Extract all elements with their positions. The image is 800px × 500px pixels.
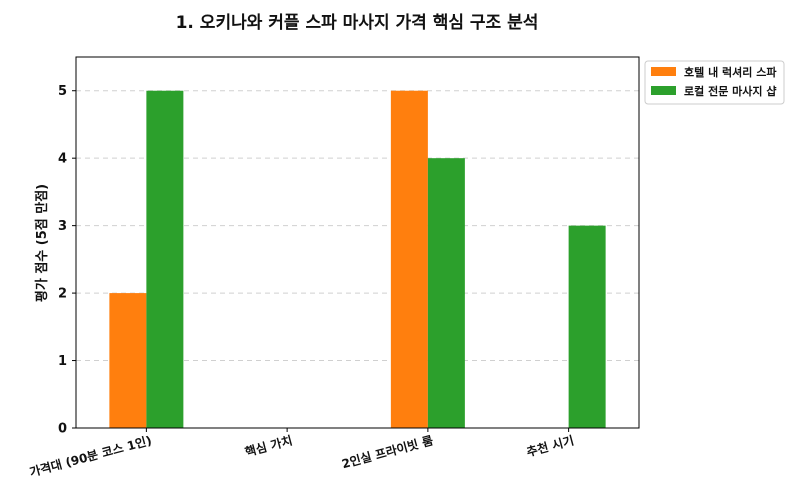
y-tick-label: 4: [58, 152, 67, 167]
x-tick-label: 핵심 가치: [243, 432, 294, 459]
bar-series1-cat2: [427, 158, 465, 428]
x-tick-label: 2인실 프라이빗 룸: [340, 432, 435, 471]
bar-series0-cat0: [109, 293, 147, 428]
legend-swatch-local-shop: [651, 86, 676, 95]
x-tick-label: 가격대 (90분 코스 1인): [28, 432, 153, 479]
legend-label-hotel-spa: 호텔 내 럭셔리 스파: [684, 65, 777, 79]
y-tick-label: 0: [58, 422, 67, 437]
legend-frame: [644, 60, 785, 105]
y-tick-label: 1: [58, 354, 67, 369]
bars: [109, 90, 606, 429]
legend-label-local-shop: 로컬 전문 마사지 샵: [684, 84, 776, 98]
x-tick-label: 추천 시기: [525, 432, 576, 459]
bar-series0-cat2: [390, 90, 428, 429]
y-axis-label: 평가 점수 (5점 만점): [34, 184, 50, 302]
y-tick-label: 5: [58, 84, 67, 99]
chart-title: 1. 오키나와 커플 스파 마사지 가격 핵심 구조 분석: [176, 13, 539, 33]
legend-swatch-hotel-spa: [651, 67, 676, 76]
plot-area-frame: [75, 56, 640, 429]
y-tick-label: 3: [58, 219, 67, 234]
bar-series1-cat3: [568, 225, 606, 428]
y-tick-label: 2: [58, 287, 67, 302]
y-axis-ticks: 0 1 2 3 4 5: [58, 84, 76, 437]
x-axis-ticks: 가격대 (90분 코스 1인) 핵심 가치 2인실 프라이빗 룸 추천 시기: [28, 428, 576, 479]
bar-series1-cat0: [146, 90, 184, 429]
legend: 호텔 내 럭셔리 스파 로컬 전문 마사지 샵: [644, 60, 785, 105]
